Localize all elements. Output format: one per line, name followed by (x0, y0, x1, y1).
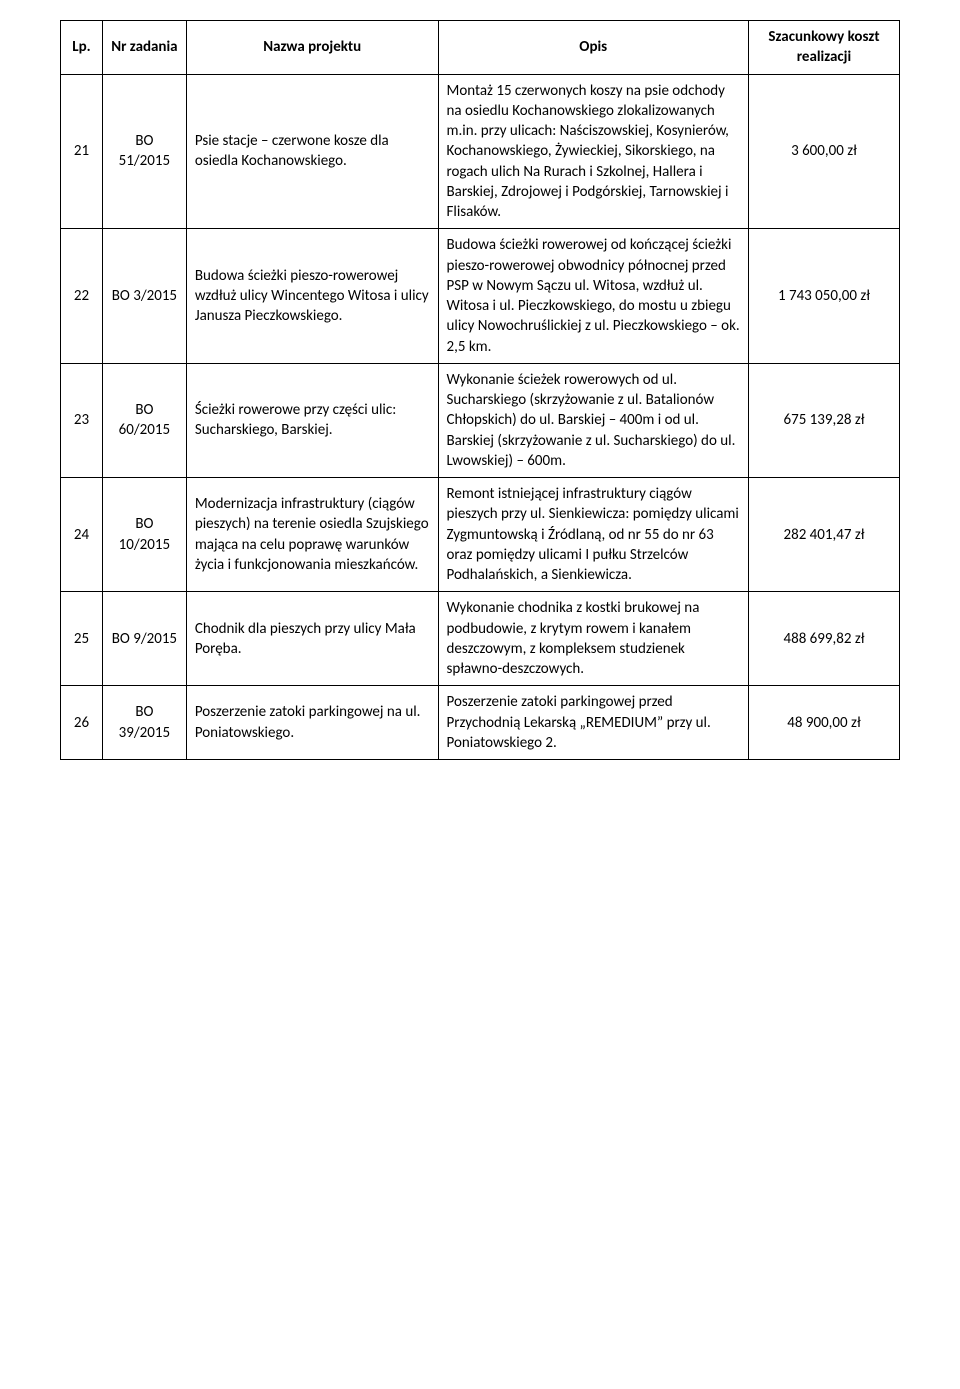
cell-desc: Budowa ścieżki rowerowej od kończącej śc… (438, 229, 748, 364)
cell-nr: BO 10/2015 (102, 478, 186, 592)
cell-cost: 3 600,00 zł (748, 74, 899, 229)
table-row: 26 BO 39/2015 Poszerzenie zatoki parking… (61, 686, 900, 760)
cell-name: Budowa ścieżki pieszo-rowerowej wzdłuż u… (186, 229, 438, 364)
table-header-row: Lp. Nr zadania Nazwa projektu Opis Szacu… (61, 21, 900, 75)
projects-table: Lp. Nr zadania Nazwa projektu Opis Szacu… (60, 20, 900, 760)
col-header-cost: Szacunkowy koszt realizacji (748, 21, 899, 75)
cell-name: Psie stacje – czerwone kosze dla osiedla… (186, 74, 438, 229)
cell-name: Ścieżki rowerowe przy części ulic: Sucha… (186, 363, 438, 477)
table-header: Lp. Nr zadania Nazwa projektu Opis Szacu… (61, 21, 900, 75)
cell-desc: Wykonanie ścieżek rowerowych od ul. Such… (438, 363, 748, 477)
cell-lp: 24 (61, 478, 103, 592)
cell-lp: 25 (61, 592, 103, 686)
table-row: 21 BO 51/2015 Psie stacje – czerwone kos… (61, 74, 900, 229)
cell-desc: Montaż 15 czerwonych koszy na psie odcho… (438, 74, 748, 229)
cell-name: Poszerzenie zatoki parkingowej na ul. Po… (186, 686, 438, 760)
col-header-nr: Nr zadania (102, 21, 186, 75)
cell-nr: BO 3/2015 (102, 229, 186, 364)
cell-nr: BO 9/2015 (102, 592, 186, 686)
cell-lp: 21 (61, 74, 103, 229)
page: Lp. Nr zadania Nazwa projektu Opis Szacu… (0, 0, 960, 780)
cell-lp: 22 (61, 229, 103, 364)
cell-name: Chodnik dla pieszych przy ulicy Mała Por… (186, 592, 438, 686)
cell-cost: 1 743 050,00 zł (748, 229, 899, 364)
table-row: 22 BO 3/2015 Budowa ścieżki pieszo-rower… (61, 229, 900, 364)
cell-nr: BO 51/2015 (102, 74, 186, 229)
table-row: 23 BO 60/2015 Ścieżki rowerowe przy częś… (61, 363, 900, 477)
cell-desc: Poszerzenie zatoki parkingowej przed Prz… (438, 686, 748, 760)
cell-nr: BO 60/2015 (102, 363, 186, 477)
cell-cost: 488 699,82 zł (748, 592, 899, 686)
table-row: 25 BO 9/2015 Chodnik dla pieszych przy u… (61, 592, 900, 686)
cell-cost: 282 401,47 zł (748, 478, 899, 592)
col-header-lp: Lp. (61, 21, 103, 75)
table-row: 24 BO 10/2015 Modernizacja infrastruktur… (61, 478, 900, 592)
cell-name: Modernizacja infrastruktury (ciągów pies… (186, 478, 438, 592)
col-header-name: Nazwa projektu (186, 21, 438, 75)
cell-desc: Wykonanie chodnika z kostki brukowej na … (438, 592, 748, 686)
cell-cost: 48 900,00 zł (748, 686, 899, 760)
cell-cost: 675 139,28 zł (748, 363, 899, 477)
cell-nr: BO 39/2015 (102, 686, 186, 760)
cell-lp: 23 (61, 363, 103, 477)
cell-lp: 26 (61, 686, 103, 760)
col-header-desc: Opis (438, 21, 748, 75)
table-body: 21 BO 51/2015 Psie stacje – czerwone kos… (61, 74, 900, 760)
cell-desc: Remont istniejącej infrastruktury ciągów… (438, 478, 748, 592)
